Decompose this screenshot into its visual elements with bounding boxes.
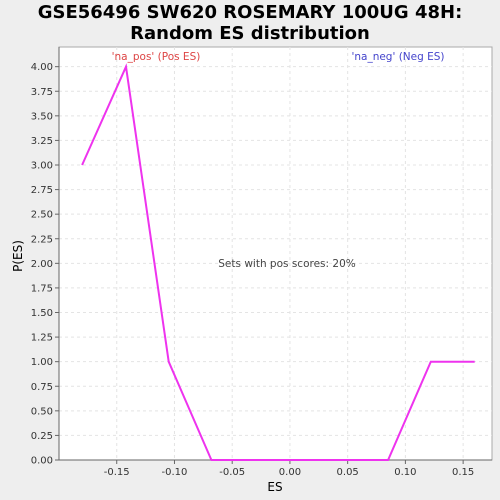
y-tick-label: 2.50 [31,210,53,221]
x-tick-label: -0.15 [104,467,130,478]
y-tick-label: 2.00 [31,259,53,270]
y-tick-label: 3.75 [31,87,53,98]
y-tick-label: 2.25 [31,234,53,245]
x-tick-label: 0.15 [452,467,474,478]
y-tick-label: 0.50 [31,406,53,417]
x-tick-label: -0.05 [219,467,245,478]
y-tick-label: 3.25 [31,136,53,147]
neg-es-label: 'na_neg' (Neg ES) [351,51,444,63]
pos-es-label: 'na_pos' (Pos ES) [112,51,201,63]
y-axis-title: P(ES) [11,240,25,272]
axes: 0.00 0.25 0.50 0.75 1.00 1.25 1.50 1.75 2.00 2.25… [31,47,492,478]
y-tick-label: 3.00 [31,161,53,172]
x-tick-label: 0.05 [337,467,359,478]
x-tick-label: 0.10 [394,467,416,478]
y-tick-label: 1.00 [31,357,53,368]
x-tick-label: -0.10 [162,467,188,478]
y-tick-label: 0.00 [31,456,53,467]
chart-title-line-1: GSE56496 SW620 ROSEMARY 100UG 48H: [37,2,463,23]
chart-title-line-2: Random ES distribution [130,23,370,44]
y-tick-label: 1.75 [31,283,53,294]
y-tick-label: 2.75 [31,185,53,196]
series-line [81,63,475,461]
y-tick-label: 1.50 [31,308,53,319]
y-tick-label: 3.50 [31,111,53,122]
chart-title: GSE56496 SW620 ROSEMARY 100UG 48H: Rando… [0,2,500,44]
grid-lines [59,47,492,461]
plot-area [58,46,493,461]
x-axis-title: ES [267,480,282,494]
y-tick-label: 0.25 [31,431,53,442]
pos-score-annotation: Sets with pos scores: 20% [218,258,355,270]
y-tick-label: 1.25 [31,333,53,344]
x-tick-label: 0.00 [279,467,301,478]
y-tick-label: 4.00 [31,62,53,73]
series-layer [81,63,475,461]
y-tick-label: 0.75 [31,382,53,393]
